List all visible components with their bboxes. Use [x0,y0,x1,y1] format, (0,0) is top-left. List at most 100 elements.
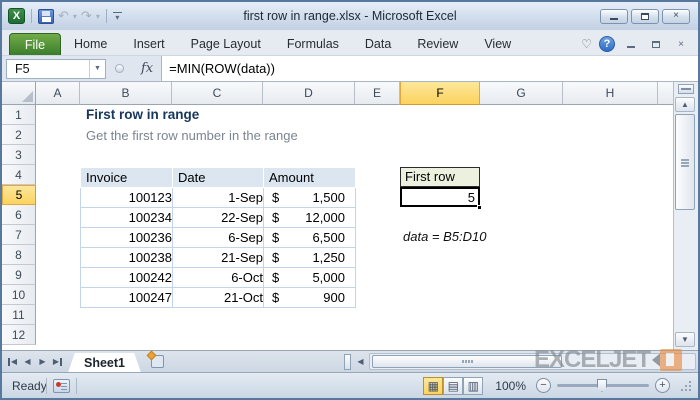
vertical-split-handle[interactable] [678,84,694,94]
tab-insert[interactable]: Insert [133,37,165,51]
header-invoice[interactable]: Invoice [80,167,173,188]
window-restore-button[interactable] [647,37,665,51]
scroll-up-button[interactable]: ▲ [675,97,695,112]
cell-date[interactable]: 22-Sep [172,207,264,228]
cell-date[interactable]: 21-Sep [172,247,264,268]
scroll-down-button[interactable]: ▼ [675,332,695,347]
cell-date[interactable]: 6-Sep [172,227,264,248]
cell-date[interactable]: 21-Oct [172,287,264,308]
name-box-dropdown[interactable]: ▼ [89,59,105,78]
row-header-10[interactable]: 10 [2,285,36,305]
last-sheet-button[interactable]: ▶ [51,355,64,369]
formula-input[interactable]: =MIN(ROW(data)) [161,56,698,81]
row-header-12[interactable]: 12 [2,325,36,345]
cell-date[interactable]: 1-Sep [172,187,264,208]
next-sheet-button[interactable]: ▶ [36,355,49,369]
cell-amount[interactable]: $6,500 [263,227,356,248]
row-header-11[interactable]: 11 [2,305,36,325]
cell-invoice[interactable]: 100238 [80,247,173,268]
column-header-d[interactable]: D [263,82,355,105]
redo-dropdown-icon[interactable]: ▾ [95,11,100,21]
view-page-layout-button[interactable]: ▤ [443,376,464,395]
header-amount[interactable]: Amount [263,167,356,188]
tab-split-handle[interactable] [344,353,351,370]
row-header-1[interactable]: 1 [2,105,36,125]
close-button[interactable]: × [662,8,690,24]
fill-handle[interactable] [477,205,482,210]
insert-function-button[interactable]: fx [141,61,154,76]
column-header-c[interactable]: C [172,82,263,105]
name-box-resize-handle[interactable] [115,64,124,73]
undo-button[interactable]: ↶ [58,8,69,23]
insert-worksheet-button[interactable] [146,350,169,370]
column-header-partial[interactable] [658,82,673,105]
first-sheet-button[interactable]: ◀ [6,355,19,369]
cell-f4-first-row-label[interactable]: First row [400,167,480,187]
favorites-icon[interactable]: ♡ [581,37,592,51]
cell-amount[interactable]: $5,000 [263,267,356,288]
minimize-button[interactable] [600,8,628,24]
tab-page-layout[interactable]: Page Layout [190,37,261,51]
excel-logo-icon[interactable]: X [8,8,25,24]
view-page-break-button[interactable]: ▥ [463,376,484,395]
undo-dropdown-icon[interactable]: ▾ [72,11,77,21]
cell-invoice[interactable]: 100123 [80,187,173,208]
save-button[interactable] [38,8,54,24]
row-header-2[interactable]: 2 [2,125,36,145]
row-header-6[interactable]: 6 [2,205,36,225]
row-header-4[interactable]: 4 [2,165,36,185]
tab-formulas[interactable]: Formulas [286,37,339,51]
cell-b1-title[interactable]: First row in range [86,107,200,122]
row-header-8[interactable]: 8 [2,245,36,265]
cell-amount[interactable]: $1,250 [263,247,356,268]
header-date[interactable]: Date [172,167,264,188]
cell-date[interactable]: 6-Oct [172,267,264,288]
redo-button[interactable]: ↷ [80,8,92,23]
cell-amount[interactable]: $1,500 [263,187,356,208]
cell-invoice[interactable]: 100236 [80,227,173,248]
row-header-5-selected[interactable]: 5 [2,185,36,205]
select-all-button[interactable] [2,82,36,105]
tab-data[interactable]: Data [364,37,392,51]
previous-sheet-button[interactable]: ◀ [21,355,34,369]
row-header-7[interactable]: 7 [2,225,36,245]
name-box[interactable]: F5 ▼ [6,58,106,79]
macro-record-button[interactable] [53,378,70,393]
zoom-in-button[interactable]: + [655,378,670,393]
sheet-tab-sheet1[interactable]: Sheet1 [68,353,141,373]
cell-b2-subtitle[interactable]: Get the first row number in the range [86,128,298,143]
row-header-9[interactable]: 9 [2,265,36,285]
zoom-slider-thumb[interactable] [597,379,607,392]
help-button[interactable]: ? [599,36,615,52]
view-normal-button[interactable]: ▦ [423,376,444,395]
tab-home[interactable]: Home [74,37,108,51]
horizontal-scroll-thumb[interactable] [372,355,562,368]
column-header-e[interactable]: E [355,82,400,105]
cell-invoice[interactable]: 100247 [80,287,173,308]
column-header-a[interactable]: A [36,82,80,105]
window-minimize-button[interactable] [622,37,640,51]
horizontal-scrollbar[interactable] [369,353,696,370]
range-annotation[interactable]: data = B5:D10 [403,229,487,244]
cell-amount[interactable]: $900 [263,287,356,308]
column-header-f-selected[interactable]: F [400,82,480,105]
zoom-out-button[interactable]: − [536,378,551,393]
zoom-slider[interactable] [557,379,649,392]
scroll-left-button[interactable]: ◀ [354,354,367,369]
column-header-b[interactable]: B [80,82,172,105]
column-header-h[interactable]: H [563,82,658,105]
customize-qat-button[interactable]: ▾ [112,11,122,22]
row-header-3[interactable]: 3 [2,145,36,165]
resize-grip[interactable] [680,380,692,392]
tab-view[interactable]: View [484,37,512,51]
cell-invoice[interactable]: 100242 [80,267,173,288]
cell-amount[interactable]: $12,000 [263,207,356,228]
window-close-button[interactable]: × [672,37,690,51]
vertical-scroll-thumb[interactable] [675,114,695,210]
active-cell-f5[interactable]: 5 [400,187,480,207]
restore-button[interactable] [631,8,659,24]
tab-review[interactable]: Review [417,37,459,51]
tab-file[interactable]: File [9,33,61,55]
cell-invoice[interactable]: 100234 [80,207,173,228]
column-header-g[interactable]: G [480,82,563,105]
